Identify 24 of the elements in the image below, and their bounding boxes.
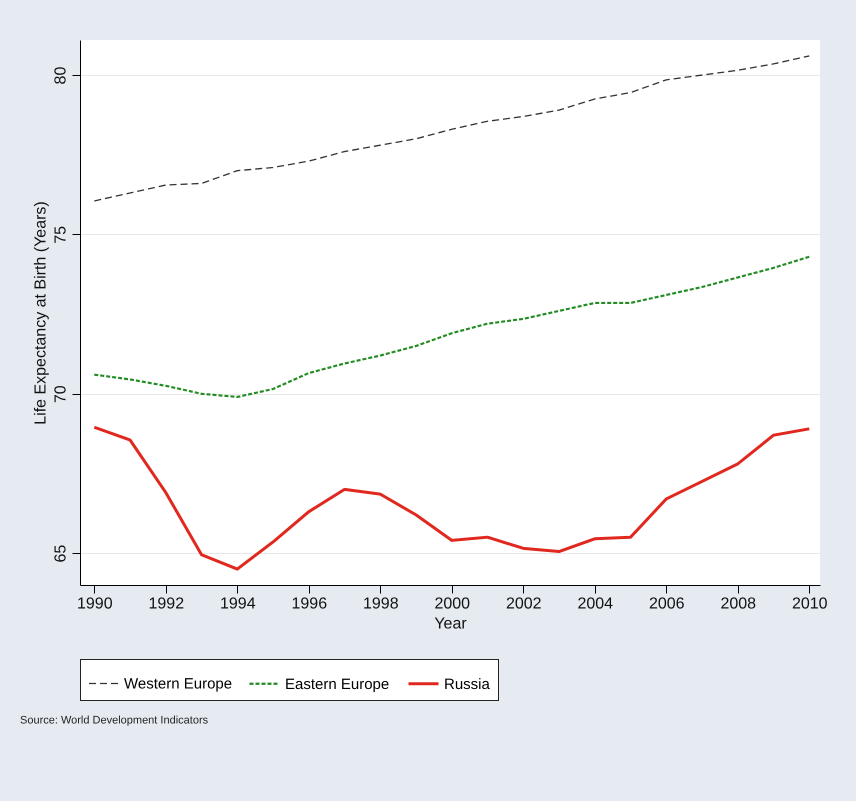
x-tick-label: 1994 bbox=[220, 596, 256, 612]
line-series bbox=[93, 256, 810, 398]
x-tick-label: 2010 bbox=[792, 596, 828, 612]
x-tick-label: 2004 bbox=[577, 596, 614, 612]
source-note: Source: World Development Indicators bbox=[20, 714, 209, 726]
x-axis-title: Year bbox=[434, 616, 468, 632]
line-series bbox=[92, 426, 811, 571]
line-series bbox=[94, 55, 810, 202]
x-tick-label: 2006 bbox=[648, 596, 685, 612]
x-tick-label: 2000 bbox=[434, 596, 470, 612]
y-tick-label: 65 bbox=[52, 544, 70, 563]
x-tick-label: 1990 bbox=[77, 596, 113, 612]
x-tick-label: 2008 bbox=[720, 596, 756, 612]
legend-label: Western Europe bbox=[124, 676, 232, 692]
x-tick-label: 2002 bbox=[506, 596, 542, 612]
x-tick-label: 1996 bbox=[291, 596, 328, 612]
legend-label: Russia bbox=[444, 676, 491, 693]
legend-label: Eastern Europe bbox=[285, 676, 390, 693]
y-tick-label: 75 bbox=[52, 226, 70, 244]
x-tick-label: 1998 bbox=[362, 596, 399, 612]
y-axis-title: Life Expectancy at Birth (Years) bbox=[32, 201, 50, 425]
y-tick-label: 80 bbox=[52, 66, 70, 84]
y-tick-label: 70 bbox=[52, 385, 70, 404]
x-tick-label: 1992 bbox=[148, 596, 184, 612]
